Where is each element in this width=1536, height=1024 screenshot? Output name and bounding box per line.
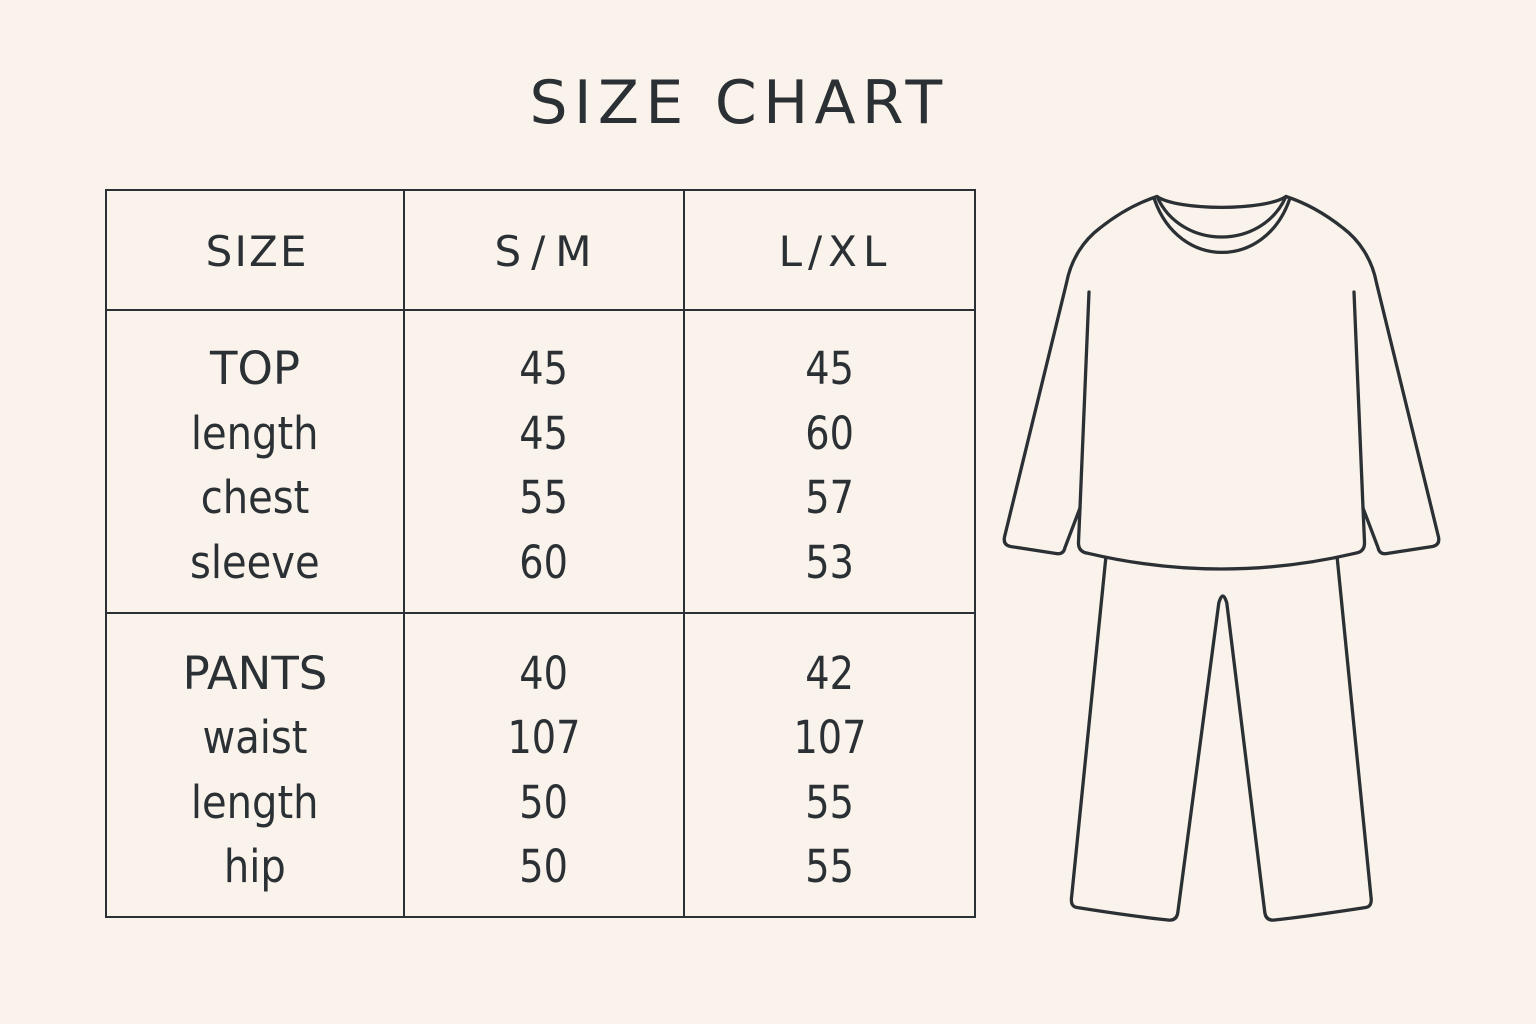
pants-outline [1069,554,1373,922]
cell-length2-sm: 50 [519,775,569,829]
table-divider-sections [104,611,976,615]
cell-waist-lxl: 107 [792,711,867,765]
cell-hip-lxl: 55 [805,840,854,894]
collar-band-outer [1152,197,1292,255]
row-label-length2: length [191,775,319,829]
table-divider-col1 [402,188,406,919]
row-label-length: length [191,406,319,460]
right-armpit-seam [1352,290,1365,510]
row-label-hip: hip [224,840,286,894]
table-border-left [104,188,108,919]
table-border-bottom [104,915,976,919]
row-label-top: TOP [209,341,301,395]
collar-band-inner [1155,194,1288,239]
cell-length-sm: 45 [519,406,569,460]
cell-waist-sm: 107 [507,711,581,765]
table-border-top [104,188,976,192]
cell-sleeve-lxl: 53 [805,535,854,589]
cell-pants-lxl: 42 [805,646,854,700]
column-header-size: SIZE [205,227,309,276]
cell-length2-lxl: 55 [805,775,854,829]
left-armpit-seam [1078,290,1091,510]
table-border-right [973,188,977,919]
row-label-sleeve: sleeve [190,535,320,589]
row-label-waist: waist [202,711,308,765]
cell-top-lxl: 45 [805,341,854,395]
table-divider-header [104,308,976,312]
cell-length-lxl: 60 [805,406,854,460]
row-label-pants: PANTS [182,646,328,700]
row-label-chest: chest [200,471,310,525]
page-title: SIZE CHART [529,68,949,138]
cell-chest-sm: 55 [519,471,569,525]
cell-top-sm: 45 [519,341,569,395]
column-header-lxl: L/XL [778,227,893,276]
cell-sleeve-sm: 60 [519,535,569,589]
table-divider-col2 [682,188,686,919]
cell-pants-sm: 40 [519,646,569,700]
cell-hip-sm: 50 [519,840,569,894]
column-header-sm: S/M [494,227,602,276]
cell-chest-lxl: 57 [805,471,854,525]
